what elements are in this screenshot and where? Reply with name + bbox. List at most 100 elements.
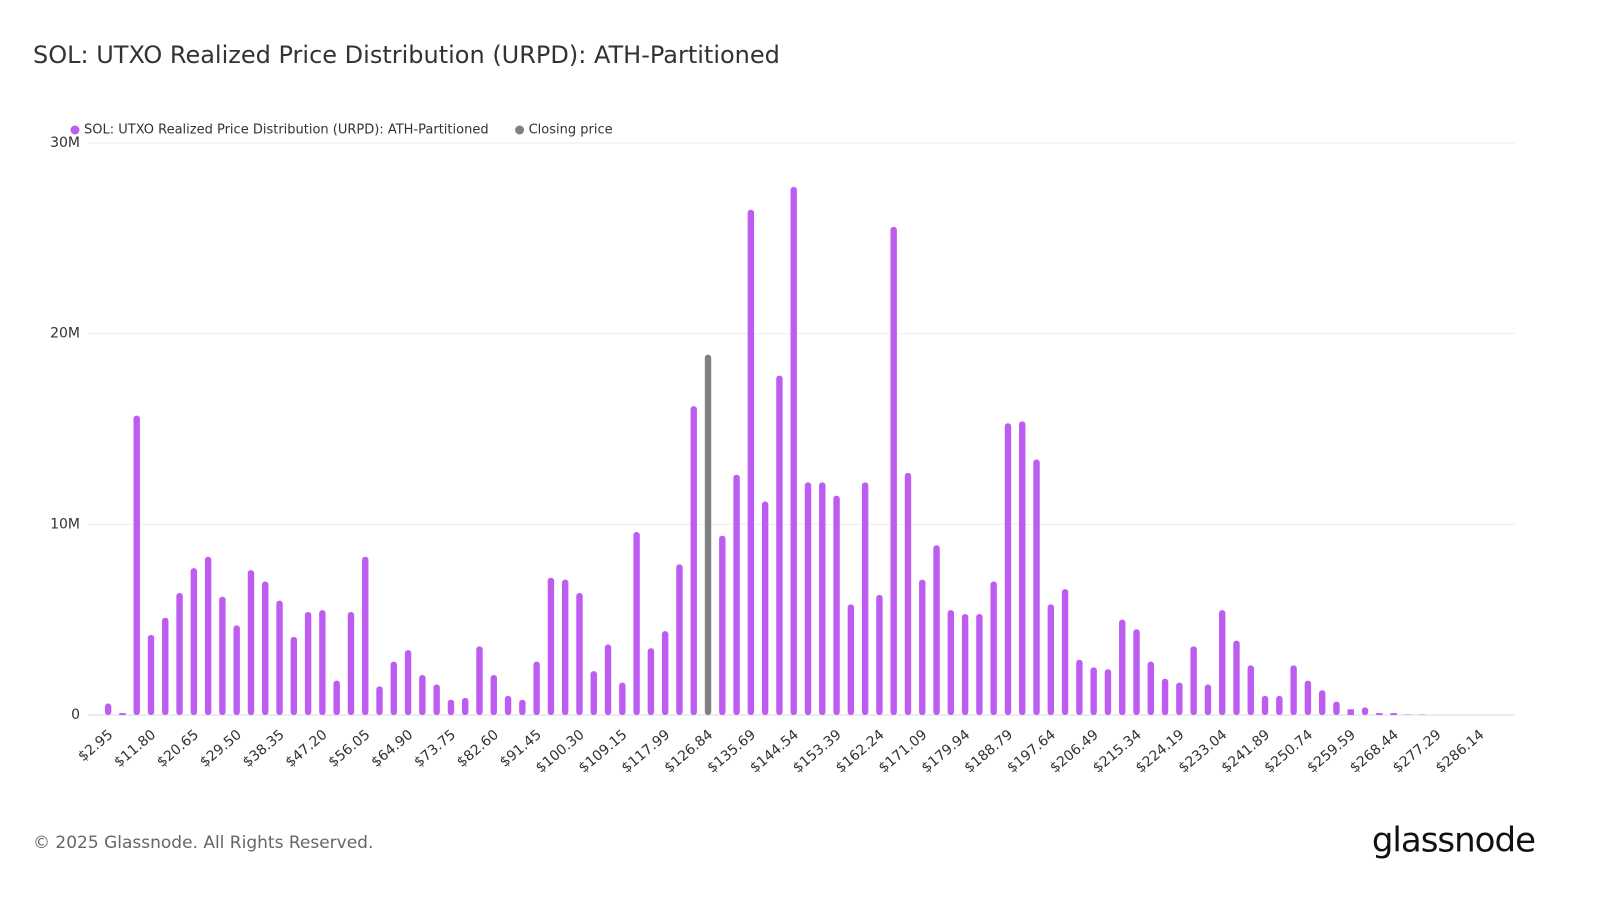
bar (847, 604, 855, 715)
bar (462, 697, 469, 715)
bar (1304, 680, 1312, 715)
bar (347, 612, 355, 715)
bar (362, 556, 369, 715)
bar (533, 661, 540, 715)
bar (661, 631, 669, 715)
x-tick-label: $56.05 (326, 727, 374, 771)
bar (1333, 701, 1340, 715)
bar (304, 612, 312, 715)
bar (1133, 629, 1140, 715)
bar (1019, 421, 1026, 715)
bar (276, 600, 283, 715)
x-tick-label: $38.35 (240, 727, 288, 771)
bar (1104, 669, 1112, 715)
bar (833, 495, 840, 715)
bar (1190, 646, 1197, 715)
bar (1090, 667, 1097, 715)
bar (1161, 678, 1169, 715)
bar (519, 699, 526, 715)
bar (176, 592, 183, 715)
bar (861, 482, 869, 715)
bar (1119, 619, 1126, 715)
x-tick-label: $29.50 (197, 727, 245, 771)
legend-marker (515, 125, 525, 135)
x-tick-label: $11.80 (111, 727, 159, 771)
bar (1147, 661, 1154, 715)
bar (904, 472, 912, 715)
bar (890, 226, 897, 716)
bar (1176, 682, 1183, 715)
legend-label: Closing price (529, 123, 613, 138)
bar (319, 610, 326, 715)
bar (619, 682, 626, 715)
bar (561, 579, 569, 715)
bar (1033, 459, 1040, 715)
x-tick-label: $20.65 (154, 727, 202, 771)
bar (376, 686, 383, 715)
bar (1390, 713, 1397, 715)
bar (433, 684, 440, 715)
bar (1361, 707, 1369, 715)
bar (190, 568, 198, 715)
bar (1376, 713, 1383, 715)
bar (747, 209, 755, 715)
x-tick-label: $47.20 (283, 727, 331, 771)
bar (204, 556, 212, 715)
bar (290, 636, 298, 715)
bar (590, 671, 597, 715)
bar (933, 545, 940, 715)
bar (976, 613, 983, 715)
bar (961, 613, 969, 715)
bar (919, 579, 926, 715)
bar (1004, 423, 1012, 715)
bar (719, 535, 726, 715)
bar (1061, 589, 1069, 715)
bar (104, 703, 112, 715)
bar (1276, 695, 1283, 715)
footer: © 2025 Glassnode. All Rights Reserved. (33, 833, 373, 853)
bar (819, 482, 826, 715)
chart-title: SOL: UTXO Realized Price Distribution (U… (33, 41, 780, 69)
bar (647, 648, 655, 715)
bar (676, 564, 683, 715)
bar (690, 406, 697, 715)
bar (504, 695, 512, 715)
bar (1290, 665, 1297, 715)
x-tick-label: $286.14 (1433, 727, 1488, 777)
bar (119, 713, 126, 715)
bar (547, 577, 555, 715)
legend-label: SOL: UTXO Realized Price Distribution (U… (84, 123, 489, 138)
bar (1347, 709, 1354, 715)
brand-logo: glassnode (1372, 821, 1535, 861)
bar (476, 646, 483, 715)
bar (776, 375, 783, 715)
bar (876, 594, 883, 715)
bar (761, 501, 769, 715)
x-tick-label: $64.90 (368, 727, 416, 771)
bar (390, 661, 397, 715)
bar (704, 354, 712, 715)
bar (419, 674, 426, 715)
bar (1247, 665, 1254, 715)
bar (804, 482, 812, 715)
bar (247, 570, 255, 715)
bar (633, 531, 640, 715)
bar (1233, 640, 1240, 715)
bar (447, 699, 455, 715)
bar (1261, 695, 1269, 715)
bar (162, 617, 169, 715)
legend-marker (70, 125, 80, 135)
bar (790, 186, 797, 715)
bar (1047, 604, 1055, 715)
y-tick-label: 20M (50, 326, 80, 342)
bar (604, 644, 612, 715)
bar (404, 650, 412, 715)
y-tick-label: 30M (50, 135, 80, 151)
bar (147, 634, 155, 715)
bar (1076, 659, 1083, 715)
bar (133, 415, 140, 715)
bar (576, 592, 583, 715)
bar (262, 581, 269, 715)
bar (1204, 684, 1212, 715)
